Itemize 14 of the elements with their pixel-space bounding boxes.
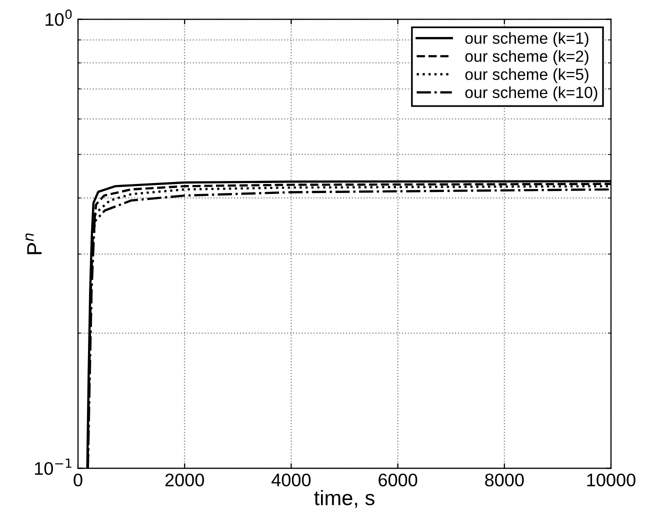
x-tick-label: 6000 <box>378 474 418 486</box>
x-tick-label: 8000 <box>485 474 524 486</box>
legend-label: our scheme (k=10) <box>465 86 598 102</box>
x-tick-label: 2000 <box>165 474 204 486</box>
x-tick-label: 4000 <box>272 474 311 486</box>
legend-label: our scheme (k=1) <box>465 32 588 47</box>
x-tick-label: 10000 <box>587 474 636 486</box>
y-axis-title: P$^{n}$ <box>25 233 42 254</box>
y-tick-label: 10$^{0}$ <box>46 9 72 26</box>
legend-label: our scheme (k=2) <box>465 50 588 66</box>
y-tick-label: 10$^{−1}$ <box>34 458 72 475</box>
x-axis-title: time, s <box>314 490 374 508</box>
legend-label: our scheme (k=5) <box>465 68 588 84</box>
x-tick-label: 0 <box>74 474 82 486</box>
